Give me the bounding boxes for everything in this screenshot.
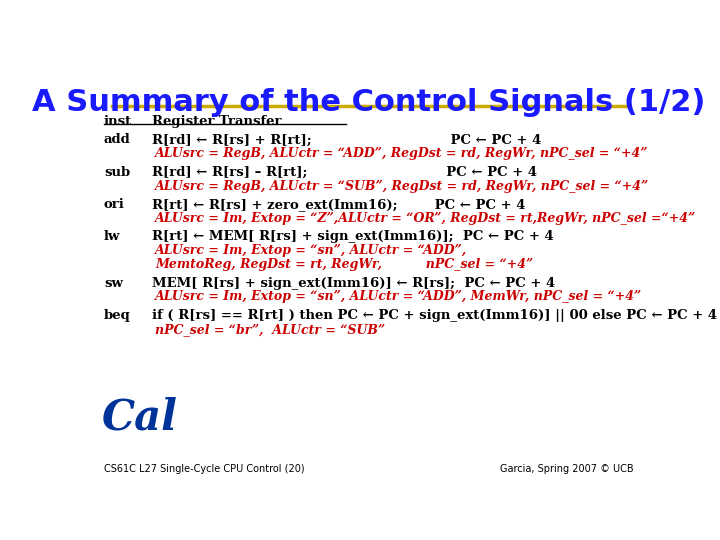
Text: sub: sub xyxy=(104,166,130,179)
Text: ori: ori xyxy=(104,198,125,211)
Text: CS61C L27 Single-Cycle CPU Control (20): CS61C L27 Single-Cycle CPU Control (20) xyxy=(104,464,305,475)
Text: Garcia, Spring 2007 © UCB: Garcia, Spring 2007 © UCB xyxy=(500,464,634,475)
Text: beq: beq xyxy=(104,309,131,322)
Text: Register Transfer: Register Transfer xyxy=(152,115,282,128)
Text: lw: lw xyxy=(104,231,120,244)
Text: inst: inst xyxy=(104,115,132,128)
Text: ALUsrc = Im, Extop = “sn”, ALUctr = “ADD”, MemWr, nPC_sel = “+4”: ALUsrc = Im, Extop = “sn”, ALUctr = “ADD… xyxy=(155,291,642,303)
Text: MEM[ R[rs] + sign_ext(Imm16)] ← R[rs];  PC ← PC + 4: MEM[ R[rs] + sign_ext(Imm16)] ← R[rs]; P… xyxy=(152,276,555,289)
Text: ALUsrc = Im, Extop = “Z”,ALUctr = “OR”, RegDst = rt,RegWr, nPC_sel =“+4”: ALUsrc = Im, Extop = “Z”,ALUctr = “OR”, … xyxy=(155,212,696,225)
Text: add: add xyxy=(104,133,131,146)
Text: A Summary of the Control Signals (1/2): A Summary of the Control Signals (1/2) xyxy=(32,88,706,117)
Text: if ( R[rs] == R[rt] ) then PC ← PC + sign_ext(Imm16)] || 00 else PC ← PC + 4: if ( R[rs] == R[rt] ) then PC ← PC + sig… xyxy=(152,309,717,322)
Text: sw: sw xyxy=(104,276,123,289)
Text: R[rt] ← R[rs] + zero_ext(Imm16);        PC ← PC + 4: R[rt] ← R[rs] + zero_ext(Imm16); PC ← PC… xyxy=(152,198,526,211)
Text: MemtoReg, RegDst = rt, RegWr,          nPC_sel = “+4”: MemtoReg, RegDst = rt, RegWr, nPC_sel = … xyxy=(155,258,534,271)
Text: R[rt] ← MEM[ R[rs] + sign_ext(Imm16)];  PC ← PC + 4: R[rt] ← MEM[ R[rs] + sign_ext(Imm16)]; P… xyxy=(152,231,554,244)
Text: Cal: Cal xyxy=(102,396,178,438)
Text: nPC_sel = “br”,  ALUctr = “SUB”: nPC_sel = “br”, ALUctr = “SUB” xyxy=(155,323,385,336)
Text: ALUsrc = Im, Extop = “sn”, ALUctr = “ADD”,: ALUsrc = Im, Extop = “sn”, ALUctr = “ADD… xyxy=(155,244,467,257)
Text: ALUsrc = RegB, ALUctr = “ADD”, RegDst = rd, RegWr, nPC_sel = “+4”: ALUsrc = RegB, ALUctr = “ADD”, RegDst = … xyxy=(155,147,649,160)
Text: ALUsrc = RegB, ALUctr = “SUB”, RegDst = rd, RegWr, nPC_sel = “+4”: ALUsrc = RegB, ALUctr = “SUB”, RegDst = … xyxy=(155,179,649,193)
Text: R[rd] ← R[rs] + R[rt];                              PC ← PC + 4: R[rd] ← R[rs] + R[rt]; PC ← PC + 4 xyxy=(152,133,541,146)
Text: R[rd] ← R[rs] – R[rt];                              PC ← PC + 4: R[rd] ← R[rs] – R[rt]; PC ← PC + 4 xyxy=(152,166,537,179)
